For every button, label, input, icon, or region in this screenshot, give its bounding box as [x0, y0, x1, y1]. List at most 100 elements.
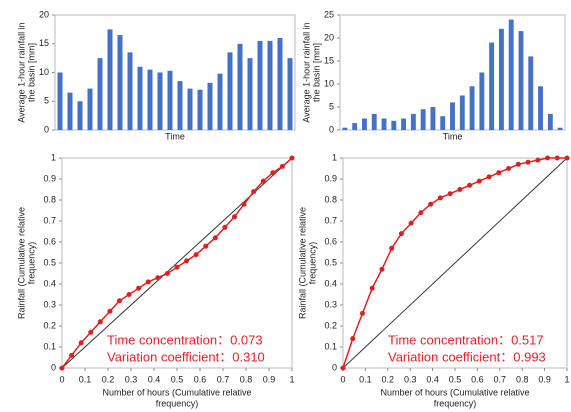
y-tick-label: 0.7: [43, 215, 56, 225]
y-tick-label: 20: [324, 32, 334, 42]
marker: [476, 178, 482, 184]
marker: [174, 264, 180, 270]
y-axis-label: Average 1-hour rainfall in: [301, 22, 311, 122]
marker: [428, 201, 434, 207]
bar: [187, 88, 193, 130]
bar: [207, 82, 213, 130]
y-tick-label: 1: [332, 152, 337, 162]
marker: [107, 308, 113, 314]
bar: [127, 52, 133, 130]
y-tick-label: 0.5: [43, 257, 56, 267]
marker: [222, 224, 228, 230]
bar: [57, 72, 63, 130]
bar: [267, 40, 273, 130]
y-axis-label: Rainfall (Cumulative relative: [297, 207, 307, 319]
bar: [147, 69, 153, 130]
x-axis-label: Time: [443, 131, 463, 141]
plot-frame: [54, 14, 296, 131]
marker: [203, 243, 209, 249]
x-tick-label: 1: [564, 374, 569, 384]
y-tick-label: 0: [51, 362, 56, 372]
marker: [279, 163, 285, 169]
bar: [547, 113, 553, 130]
marker: [164, 271, 170, 276]
x-tick-label: 0.5: [449, 374, 462, 384]
marker: [97, 319, 103, 325]
bar: [77, 101, 83, 130]
annotation: Time concentration：0.517: [388, 332, 544, 347]
y-axis-label: Rainfall (Cumulative relative: [16, 207, 26, 319]
y-tick-label: 15: [324, 55, 334, 65]
bar: [508, 19, 514, 131]
marker: [359, 310, 365, 316]
y-axis-label: Average 1-hour rainfall in: [16, 22, 26, 122]
y-tick-label: 0.9: [43, 173, 56, 183]
bar: [528, 56, 534, 130]
marker: [554, 155, 560, 161]
bar: [450, 102, 455, 130]
bar: [137, 66, 143, 130]
marker: [535, 157, 541, 163]
marker: [506, 166, 512, 171]
bar: [67, 92, 73, 130]
marker: [340, 365, 346, 371]
x-axis-label: Time: [165, 131, 185, 141]
bar: [287, 58, 293, 130]
y-tick-label: 0.8: [324, 194, 337, 204]
x-tick-label: 0: [59, 374, 64, 384]
marker: [418, 210, 424, 216]
marker: [78, 340, 84, 346]
marker: [117, 298, 122, 304]
bar: [117, 35, 123, 130]
marker: [212, 235, 218, 241]
bar: [410, 113, 416, 130]
y-tick-label: 0.4: [43, 278, 56, 288]
y-tick-label: 0.9: [324, 173, 337, 183]
x-tick-label: 0.3: [404, 374, 417, 384]
bar: [498, 28, 504, 130]
bar: [479, 72, 485, 130]
y-tick-label: 0: [329, 124, 334, 134]
marker: [289, 155, 295, 161]
x-tick-label: 0.9: [263, 374, 276, 384]
marker: [398, 231, 404, 237]
bar: [97, 58, 103, 130]
y-tick-label: 0.7: [324, 215, 337, 225]
marker: [155, 275, 161, 281]
x-tick-label: 0.6: [471, 374, 484, 384]
y-axis-label: frequency): [307, 242, 317, 285]
bar: [107, 29, 113, 130]
bar: [538, 86, 543, 130]
y-axis-label: the basin [mm]: [311, 43, 321, 102]
marker: [59, 365, 65, 371]
marker: [260, 178, 266, 184]
bar: [557, 127, 563, 130]
marker: [545, 155, 551, 161]
x-tick-label: 0.4: [426, 374, 439, 384]
y-tick-label: 5: [329, 101, 334, 111]
x-tick-label: 0.9: [538, 374, 551, 384]
bar: [177, 81, 183, 130]
marker: [241, 201, 247, 207]
x-tick-label: 0.8: [516, 374, 529, 384]
x-tick-label: 0.7: [494, 374, 507, 384]
y-axis-label: frequency): [26, 242, 36, 285]
marker: [184, 258, 190, 264]
marker: [193, 252, 199, 258]
x-tick-label: 0.3: [125, 374, 138, 384]
y-tick-label: 15: [39, 38, 49, 48]
marker: [496, 170, 502, 176]
y-tick-label: 0.5: [324, 257, 337, 267]
bar: [489, 42, 495, 130]
bar: [518, 31, 524, 131]
y-tick-label: 25: [324, 9, 334, 19]
bar: [217, 73, 223, 130]
y-tick-label: 0.4: [324, 278, 337, 288]
y-tick-label: 5: [44, 96, 49, 106]
marker: [350, 336, 356, 342]
annotation: Time concentration：0.073: [107, 332, 263, 347]
x-tick-label: 0.1: [359, 374, 372, 384]
y-axis-label: the basin [mm]: [26, 43, 36, 102]
bar: [167, 70, 173, 130]
